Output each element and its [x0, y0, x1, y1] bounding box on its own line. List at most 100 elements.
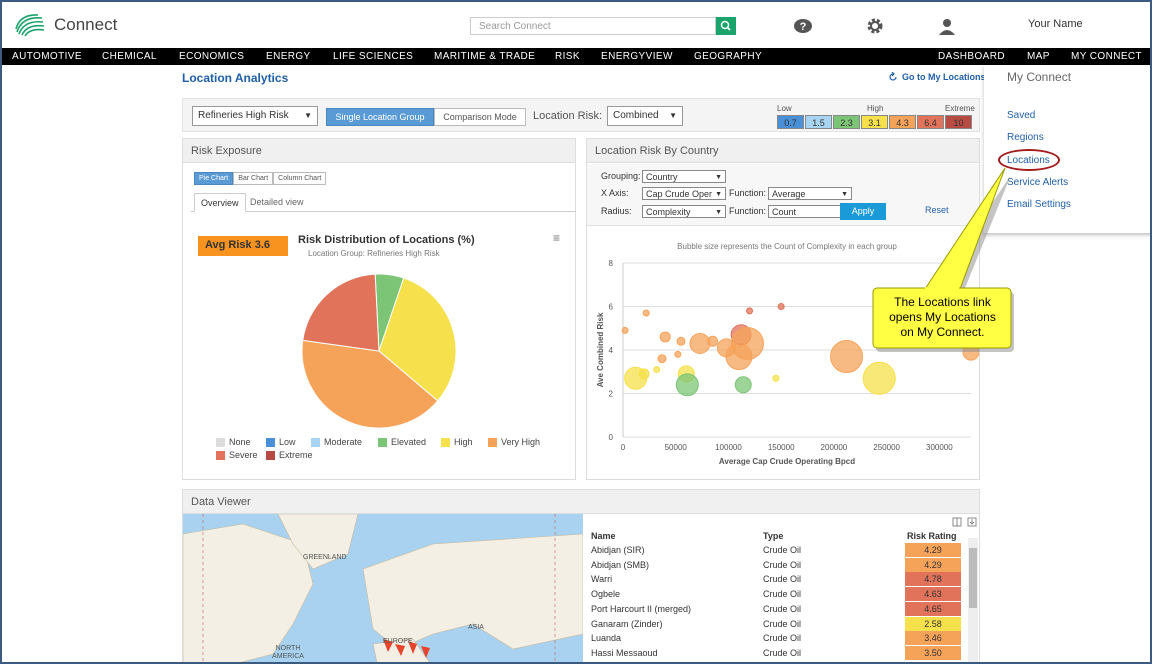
nav-map[interactable]: MAP	[1027, 51, 1050, 62]
bubble-point[interactable]	[638, 368, 650, 380]
service-alerts-link[interactable]: Service Alerts	[1007, 177, 1069, 188]
connect-logo[interactable]: Connect	[14, 12, 117, 38]
legend-swatch	[216, 437, 225, 447]
nav-energy[interactable]: ENERGY	[266, 51, 311, 62]
search-input[interactable]: Search Connect	[470, 17, 716, 35]
table-row[interactable]: Ogbele Crude Oil 4.63	[589, 587, 964, 602]
pie-slice-severe[interactable]	[302, 273, 380, 352]
chevron-down-icon: ▼	[304, 111, 312, 120]
column-header-type[interactable]: Type	[763, 531, 784, 541]
legend-item-very-high[interactable]: Very High	[488, 437, 540, 447]
nav-maritime-trade[interactable]: MARITIME & TRADE	[434, 51, 536, 62]
chevron-down-icon: ▼	[715, 209, 722, 216]
scale-cell: 0.7	[777, 115, 804, 129]
nav-life-sciences[interactable]: LIFE SCIENCES	[333, 51, 414, 62]
bubble-point[interactable]	[642, 309, 650, 317]
bubble-point[interactable]	[707, 335, 719, 347]
x-axis-select[interactable]: Cap Crude Oper ▼	[642, 187, 726, 200]
refresh-arrow-icon	[889, 72, 897, 81]
legend-item-low[interactable]: Low	[266, 437, 296, 447]
column-header-name[interactable]: Name	[591, 531, 616, 541]
table-row[interactable]: Abidjan (SMB) Crude Oil 4.29	[589, 557, 964, 573]
nav-economics[interactable]: ECONOMICS	[179, 51, 245, 62]
pie-chart-button[interactable]: Pie Chart	[194, 172, 234, 185]
bubble-point[interactable]	[676, 336, 686, 346]
function-select-1[interactable]: Average ▼	[768, 187, 852, 200]
gear-icon[interactable]	[864, 16, 886, 36]
nav-energyview[interactable]: ENERGYVIEW	[601, 51, 673, 62]
nav-geography[interactable]: GEOGRAPHY	[694, 51, 763, 62]
user-name[interactable]: Your Name	[1028, 18, 1083, 30]
legend-item-extreme[interactable]: Extreme	[266, 450, 313, 460]
bubble-point[interactable]	[734, 376, 752, 394]
pie-slice-high[interactable]	[378, 277, 457, 402]
apply-button[interactable]: Apply	[840, 203, 886, 220]
location-risk-select[interactable]: Combined ▼	[607, 106, 683, 126]
nav-automotive[interactable]: AUTOMOTIVE	[12, 51, 82, 62]
bubble-point[interactable]	[675, 373, 699, 397]
legend-item-elevated[interactable]: Elevated	[378, 437, 426, 447]
table-row[interactable]: Warri Crude Oil 4.78	[589, 572, 964, 587]
my-connect-menu: My Connect Saved Regions Locations Servi…	[984, 65, 1150, 233]
saved-link[interactable]: Saved	[1007, 110, 1036, 121]
bubble-point[interactable]	[653, 366, 661, 374]
location-group-value: Refineries High Risk	[198, 110, 289, 121]
bubble-point[interactable]	[674, 350, 682, 358]
table-row[interactable]: Abidjan (SIR) Crude Oil 4.29	[589, 543, 964, 558]
bubble-point[interactable]	[746, 307, 754, 315]
table-row[interactable]: Ganaram (Zinder) Crude Oil 2.58	[589, 616, 964, 632]
function-value-1: Average	[772, 189, 806, 199]
bar-chart-button[interactable]: Bar Chart	[233, 172, 274, 185]
legend-item-moderate[interactable]: Moderate	[311, 437, 362, 447]
bubble-point[interactable]	[659, 331, 671, 343]
email-settings-link[interactable]: Email Settings	[1007, 199, 1071, 210]
legend-item-none[interactable]: None	[216, 437, 251, 447]
nav-risk[interactable]: RISK	[555, 51, 580, 62]
x-tick-label: 150000	[768, 443, 795, 452]
regions-link[interactable]: Regions	[1007, 132, 1044, 143]
world-map[interactable]: GREENLAND EUROPE ASIA NORTH AMERICA	[183, 514, 583, 662]
nav-chemical[interactable]: CHEMICAL	[102, 51, 157, 62]
export-icon[interactable]	[967, 517, 977, 527]
nav-my-connect[interactable]: MY CONNECT	[1071, 51, 1143, 62]
goto-my-locations-link[interactable]: Go to My Locations	[888, 72, 986, 82]
y-tick-label: 2	[609, 390, 614, 399]
table-row[interactable]: Port Harcourt II (merged) Crude Oil 4.65	[589, 601, 964, 617]
columns-icon[interactable]	[952, 517, 962, 527]
grouping-select[interactable]: Country ▼	[642, 170, 726, 183]
column-header-risk-rating[interactable]: Risk Rating	[907, 531, 957, 541]
single-location-group-toggle[interactable]: Single Location Group	[326, 108, 434, 126]
column-chart-button[interactable]: Column Chart	[273, 172, 327, 185]
chart-type-buttons: Pie Chart Bar Chart Column Chart	[194, 172, 327, 185]
radius-select[interactable]: Complexity ▼	[642, 205, 726, 218]
search-button[interactable]	[716, 17, 736, 35]
legend-item-severe[interactable]: Severe	[216, 450, 258, 460]
bubble-point[interactable]	[772, 374, 780, 382]
bubble-point[interactable]	[777, 303, 785, 310]
bubble-point[interactable]	[830, 340, 864, 374]
bubble-chart-title: Bubble size represents the Count of Comp…	[677, 242, 897, 251]
comparison-mode-toggle[interactable]: Comparison Mode	[434, 108, 526, 126]
pie-slice-very-high[interactable]	[301, 339, 439, 429]
bubble-point[interactable]	[730, 326, 764, 360]
chart-menu-icon[interactable]: ≡	[553, 231, 561, 245]
y-tick-label: 0	[609, 433, 614, 442]
table-row[interactable]: Hassi Messaoud Crude Oil 3.50	[589, 645, 964, 661]
tab-detailed-view[interactable]: Detailed view	[250, 197, 304, 207]
scrollbar-thumb[interactable]	[969, 548, 977, 608]
tab-overview[interactable]: Overview	[194, 193, 246, 212]
bubble-point[interactable]	[689, 332, 711, 354]
cell-type: Crude Oil	[763, 589, 802, 600]
bubble-point[interactable]	[657, 354, 667, 364]
reset-link[interactable]: Reset	[925, 205, 949, 215]
bubble-point[interactable]	[862, 361, 896, 395]
table-row[interactable]: Luanda Crude Oil 3.46	[589, 631, 964, 646]
legend-item-high[interactable]: High	[441, 437, 473, 447]
function-label-1: Function:	[729, 188, 767, 198]
nav-dashboard[interactable]: DASHBOARD	[938, 51, 1005, 62]
location-group-select[interactable]: Refineries High Risk ▼	[192, 106, 318, 126]
user-icon[interactable]	[936, 16, 958, 36]
help-icon[interactable]: ?	[792, 16, 814, 36]
table-scrollbar[interactable]	[968, 538, 978, 662]
bubble-point[interactable]	[621, 326, 629, 334]
